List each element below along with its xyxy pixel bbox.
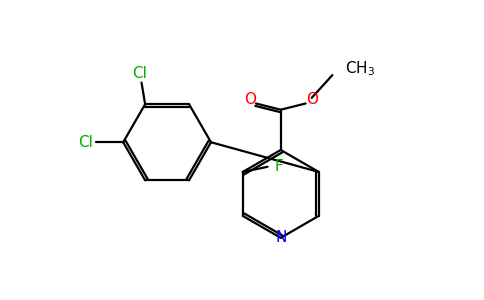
Text: Cl: Cl (133, 66, 148, 81)
Text: O: O (306, 92, 318, 107)
Text: CH$_3$: CH$_3$ (345, 59, 376, 78)
Text: F: F (274, 159, 283, 174)
Text: N: N (275, 230, 287, 245)
Text: Cl: Cl (78, 135, 93, 150)
Text: O: O (244, 92, 256, 107)
